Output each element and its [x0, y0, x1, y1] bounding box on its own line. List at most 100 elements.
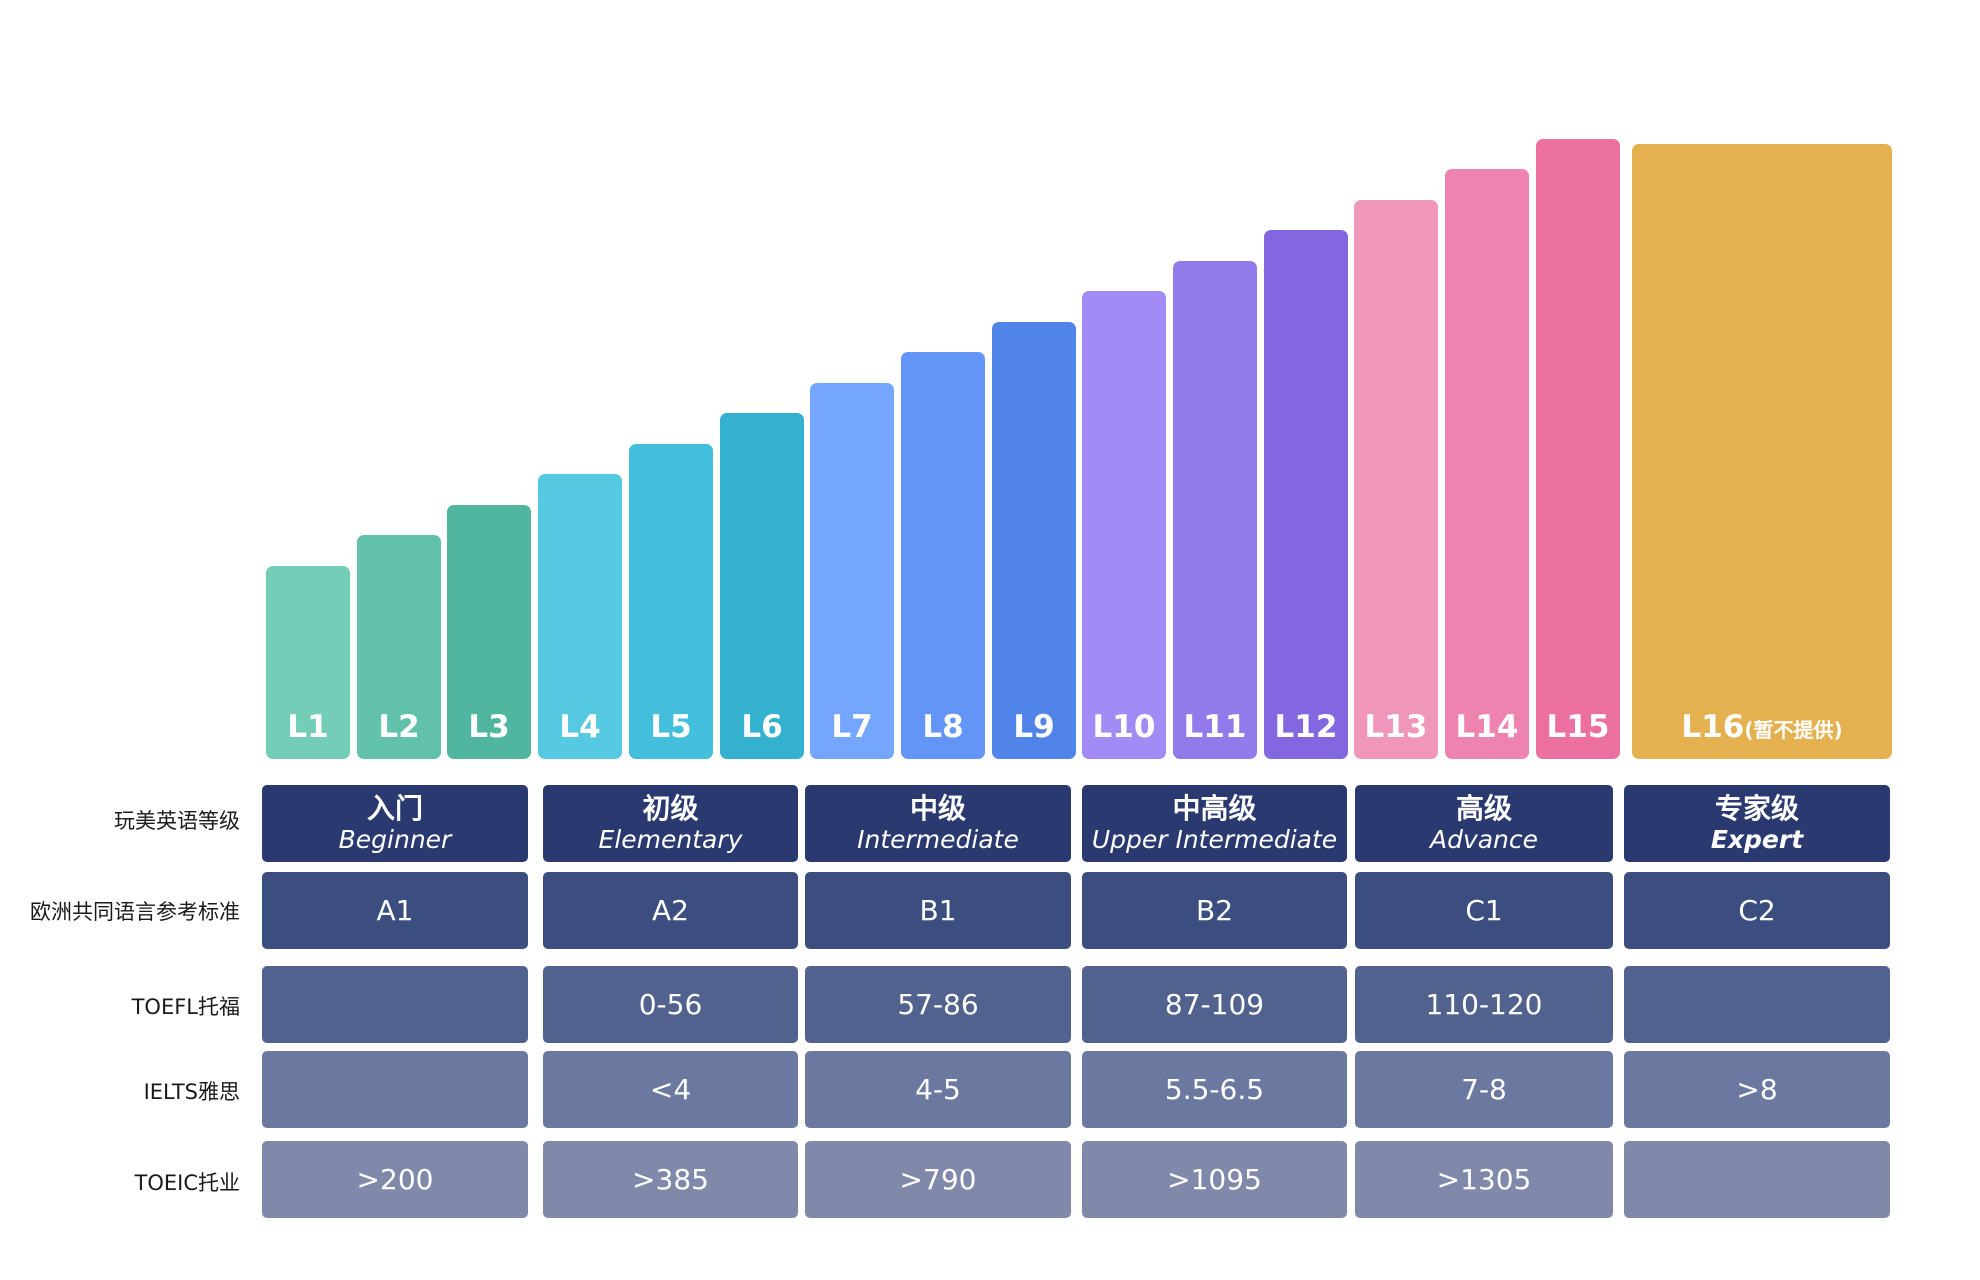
- level-cn: 入门: [366, 791, 423, 825]
- ielts-cell: >8: [1624, 1051, 1890, 1128]
- bar-label-text: L16: [1681, 709, 1745, 745]
- level-cn: 中级: [909, 791, 966, 825]
- bar-l14: L14: [1445, 169, 1529, 759]
- cefr-value: A2: [652, 894, 689, 927]
- bar-label-text: L7: [831, 709, 873, 745]
- row-labels: 玩美英语等级 欧洲共同语言参考标准 TOEFL托福 IELTS雅思 TOEIC托…: [0, 0, 240, 1280]
- toeic-cell: >200: [262, 1141, 528, 1218]
- level-cn: 初级: [642, 791, 699, 825]
- toefl-cell: [262, 966, 528, 1043]
- level-cn: 中高级: [1172, 791, 1257, 825]
- ielts-value: 5.5-6.5: [1164, 1073, 1265, 1106]
- cefr-value: B1: [919, 894, 957, 927]
- toeic-cell: >385: [543, 1141, 798, 1218]
- bar-l11: L11: [1173, 261, 1257, 759]
- toeic-value: >200: [356, 1163, 434, 1196]
- level-cn: 专家级: [1714, 791, 1799, 825]
- bar-label: L4: [538, 709, 622, 745]
- bar-label-text: L9: [1013, 709, 1055, 745]
- cefr-value: A1: [376, 894, 414, 927]
- bar-label-text: L4: [559, 709, 601, 745]
- bar-label: L16(暂不提供): [1632, 709, 1892, 745]
- cefr-cell: A1: [262, 872, 528, 949]
- bar-l4: L4: [538, 474, 622, 759]
- row-label-toeic: TOEIC托业: [134, 1171, 240, 1195]
- toefl-cell: 87-109: [1082, 966, 1347, 1043]
- ielts-cell: 7-8: [1355, 1051, 1613, 1128]
- cefr-cell: C2: [1624, 872, 1890, 949]
- ielts-cell: [262, 1051, 528, 1128]
- toefl-cell: [1624, 966, 1890, 1043]
- level-en: Advance: [1429, 824, 1539, 854]
- level-cn: 高级: [1455, 791, 1512, 825]
- bar-label-text: L2: [378, 709, 420, 745]
- bar-label: L7: [810, 709, 894, 745]
- bar-label: L12: [1264, 709, 1348, 745]
- bar-label: L14: [1445, 709, 1529, 745]
- level-cell: 高级 Advance: [1355, 785, 1613, 862]
- bar-l6: L6: [720, 413, 804, 759]
- bar-l1: L1: [266, 566, 350, 759]
- bar-l3: L3: [447, 505, 531, 759]
- row-label-toefl: TOEFL托福: [131, 995, 240, 1019]
- bar-label: L2: [357, 709, 441, 745]
- bar-l13: L13: [1354, 200, 1438, 759]
- level-en: Intermediate: [857, 824, 1019, 854]
- toefl-value: 57-86: [897, 988, 979, 1021]
- bar-label: L3: [447, 709, 531, 745]
- ielts-cell: <4: [543, 1051, 798, 1128]
- level-cell: 初级 Elementary: [543, 785, 798, 862]
- toeic-value: >1095: [1167, 1163, 1262, 1196]
- toeic-value: >790: [899, 1163, 977, 1196]
- toeic-cell: >1305: [1355, 1141, 1613, 1218]
- bar-l8: L8: [901, 352, 985, 759]
- bar-label: L9: [992, 709, 1076, 745]
- bar-l15: L15: [1536, 139, 1620, 759]
- bar-label-text: L6: [741, 709, 783, 745]
- row-label-cefr: 欧洲共同语言参考标准: [30, 900, 240, 924]
- bar-label: L5: [629, 709, 713, 745]
- cefr-value: C1: [1465, 894, 1503, 927]
- bar-label-text: L10: [1092, 709, 1156, 745]
- level-en: Elementary: [598, 824, 743, 854]
- level-cell: 入门 Beginner: [262, 785, 528, 862]
- cefr-cell: B2: [1082, 872, 1347, 949]
- toefl-cell: 110-120: [1355, 966, 1613, 1043]
- bar-label: L1: [266, 709, 350, 745]
- level-en: Beginner: [338, 824, 452, 854]
- level-en: Upper Intermediate: [1091, 824, 1338, 854]
- toeic-cell: >1095: [1082, 1141, 1347, 1218]
- cefr-cell: A2: [543, 872, 798, 949]
- bar-label-text: L13: [1364, 709, 1428, 745]
- bar-label-text: L15: [1546, 709, 1610, 745]
- ielts-value: <4: [649, 1073, 692, 1106]
- bar-l9: L9: [992, 322, 1076, 759]
- ielts-value: >8: [1736, 1073, 1778, 1106]
- bar-l16: L16(暂不提供): [1632, 144, 1892, 759]
- bar-label: L15: [1536, 709, 1620, 745]
- bar-l10: L10: [1082, 291, 1166, 759]
- cefr-value: C2: [1738, 894, 1776, 927]
- level-cell: 中高级 Upper Intermediate: [1082, 785, 1347, 862]
- bar-l7: L7: [810, 383, 894, 759]
- ielts-value: 7-8: [1461, 1073, 1507, 1106]
- bar-label-text: L14: [1455, 709, 1519, 745]
- row-label-level: 玩美英语等级: [114, 809, 240, 833]
- bar-label-text: L5: [650, 709, 692, 745]
- bar-label: L8: [901, 709, 985, 745]
- bar-label-text: L1: [287, 709, 329, 745]
- ielts-cell: 4-5: [805, 1051, 1071, 1128]
- toeic-value: >1305: [1436, 1163, 1532, 1196]
- bar-label: L13: [1354, 709, 1438, 745]
- toeic-value: >385: [632, 1163, 709, 1196]
- bar-l5: L5: [629, 444, 713, 759]
- bar-label: L11: [1173, 709, 1257, 745]
- level-cell: 专家级 Expert: [1624, 785, 1890, 862]
- toefl-cell: 0-56: [543, 966, 798, 1043]
- toefl-value: 0-56: [638, 988, 703, 1021]
- bar-note: (暂不提供): [1744, 718, 1843, 742]
- toeic-cell: [1624, 1141, 1890, 1218]
- toeic-cell: >790: [805, 1141, 1071, 1218]
- toefl-value: 110-120: [1425, 988, 1543, 1021]
